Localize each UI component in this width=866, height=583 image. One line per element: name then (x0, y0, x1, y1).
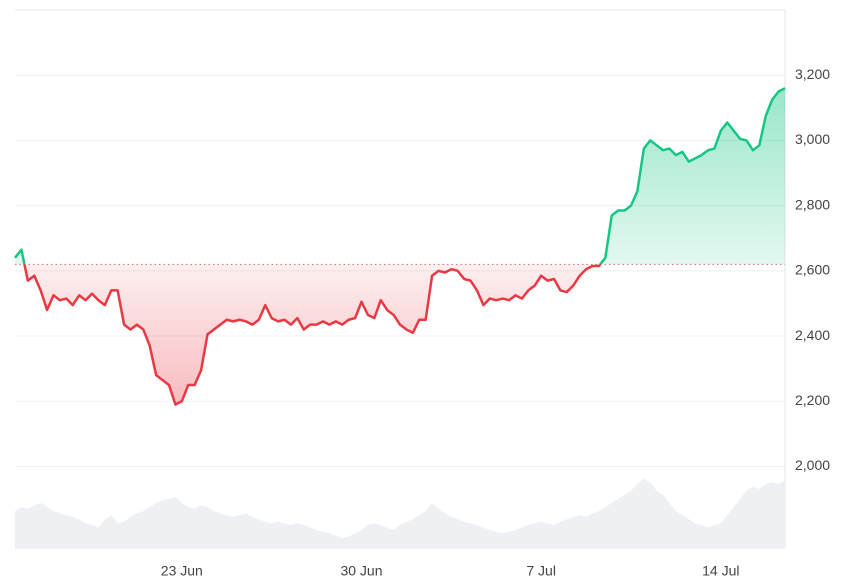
x-tick-label: 23 Jun (161, 563, 203, 579)
y-tick-label: 2,400 (795, 327, 830, 343)
price-line-down (23, 264, 602, 406)
y-tick-label: 2,800 (795, 196, 830, 212)
volume-area (15, 478, 785, 548)
x-tick-label: 7 Jul (526, 563, 556, 579)
y-tick-label: 3,000 (795, 131, 830, 147)
y-tick-label: 2,200 (795, 392, 830, 408)
area-down (24, 264, 601, 405)
y-tick-label: 2,000 (795, 457, 830, 473)
x-tick-label: 14 Jul (702, 563, 739, 579)
y-tick-label: 2,600 (795, 262, 830, 278)
x-tick-label: 30 Jun (340, 563, 382, 579)
area-up (15, 88, 785, 265)
y-tick-label: 3,200 (795, 66, 830, 82)
price-line-up (14, 87, 786, 265)
